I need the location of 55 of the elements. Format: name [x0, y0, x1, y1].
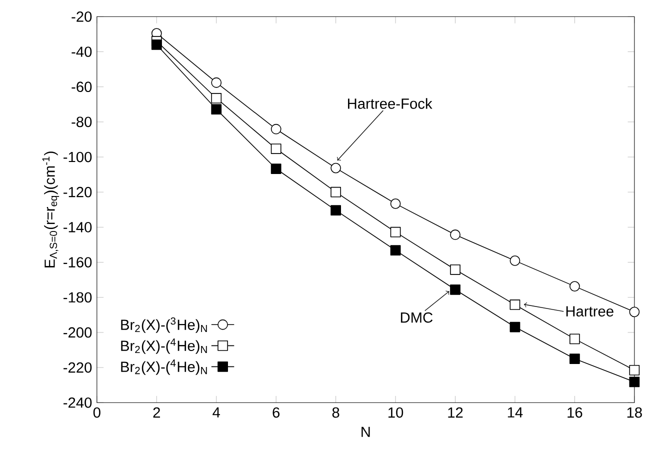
- x-tick-label: 18: [627, 408, 642, 418]
- point: [211, 78, 222, 88]
- annotation: Hartree: [566, 306, 614, 317]
- y-tick-label: -180: [64, 292, 92, 303]
- point: [510, 322, 520, 332]
- annotation: Hartree-Fock: [348, 98, 432, 110]
- point: [211, 93, 222, 104]
- x-tick-label: 14: [508, 408, 523, 418]
- legend-label: Br$_{2}$(X)-($^{3}$He)$_{N}$: [121, 318, 207, 334]
- point: [450, 264, 460, 276]
- y-tick-label: -20: [72, 12, 92, 22]
- point: [270, 144, 282, 154]
- point: [450, 284, 460, 296]
- point: [629, 376, 640, 388]
- y-tick-label: -200: [64, 327, 92, 338]
- point: [390, 245, 401, 256]
- point: [510, 256, 520, 266]
- point: [390, 198, 401, 210]
- annotation: DMC: [400, 312, 433, 323]
- y-tick-label: -120: [64, 187, 92, 198]
- y-tick-label: -60: [72, 82, 92, 92]
- legend-label: Br$_{2}$(X)-($^{4}$He)$_{N}$: [121, 360, 207, 376]
- point: [270, 164, 282, 174]
- point: [629, 306, 640, 318]
- point: [390, 227, 401, 238]
- point: [330, 205, 341, 216]
- y-tick-label: -160: [64, 257, 92, 268]
- x-axis-title: N: [362, 427, 370, 438]
- point: [569, 354, 580, 364]
- x-tick-label: 16: [568, 408, 582, 418]
- y-axis-title: E$_{Λ,S=0}$(r=r$_{eq}$)(cm$^{-1}$): [42, 152, 60, 268]
- y-tick-label: -140: [64, 222, 92, 233]
- point: [211, 104, 222, 115]
- x-tick-label: 8: [332, 408, 340, 418]
- legend-label: Br$_{2}$(X)-($^{4}$He)$_{N}$: [121, 338, 207, 354]
- point: [151, 40, 162, 50]
- x-tick-label: 6: [272, 408, 280, 418]
- x-tick-label: 12: [448, 408, 463, 418]
- point: [330, 163, 341, 174]
- y-tick-label: -240: [64, 398, 92, 408]
- point: [330, 187, 341, 198]
- y-tick-label: -220: [64, 362, 92, 373]
- x-tick-label: 0: [93, 408, 100, 418]
- y-tick-label: -100: [64, 152, 92, 162]
- x-tick-label: 2: [153, 408, 160, 418]
- point: [629, 365, 640, 376]
- x-tick-label: 4: [212, 408, 220, 418]
- y-tick-label: -80: [72, 116, 92, 128]
- point: [450, 230, 460, 240]
- point: [569, 281, 580, 292]
- point: [510, 300, 520, 310]
- y-tick-label: -40: [72, 46, 92, 58]
- point: [569, 334, 580, 344]
- point: [270, 124, 282, 135]
- x-tick-label: 10: [388, 408, 404, 418]
